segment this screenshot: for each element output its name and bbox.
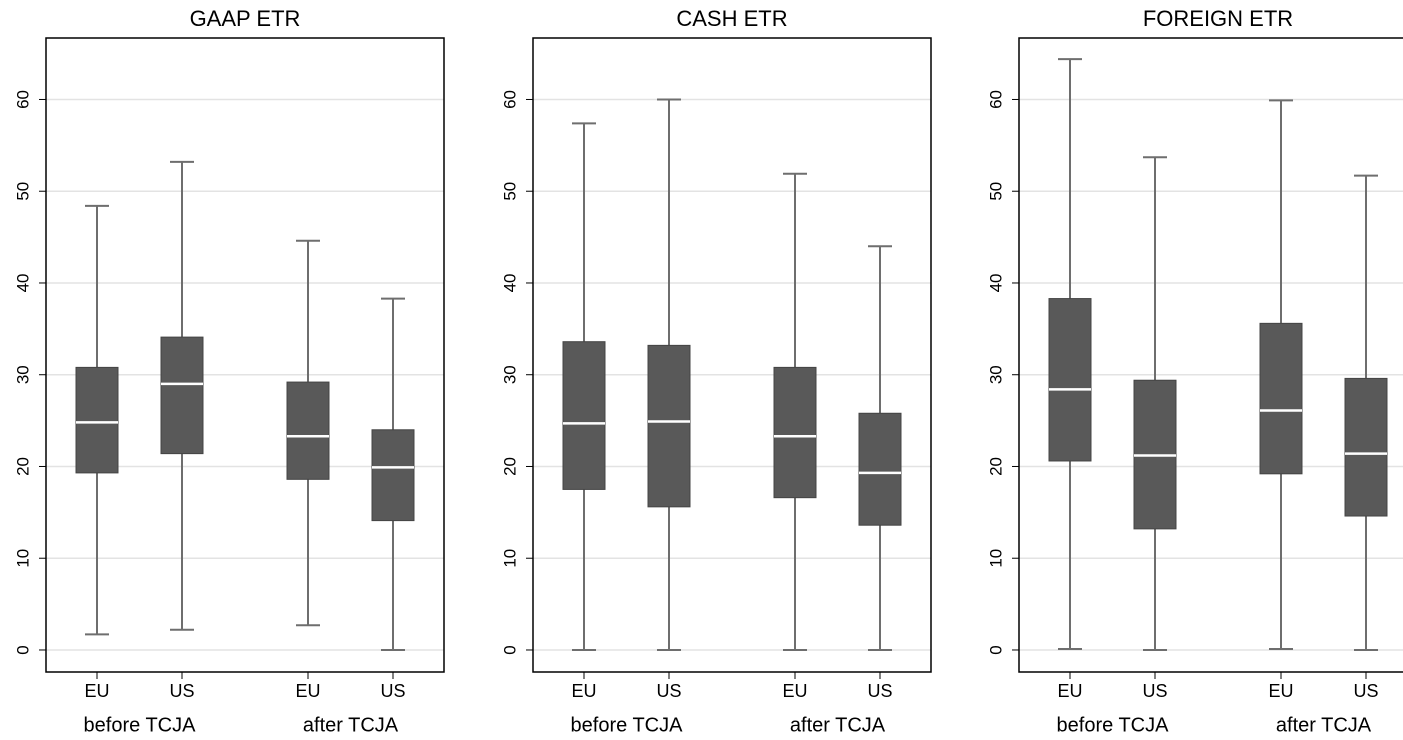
box [160, 336, 204, 455]
box [371, 429, 415, 522]
y-tick-label: 50 [500, 182, 519, 201]
x-tick-label: EU [1268, 681, 1293, 701]
box [286, 381, 330, 480]
x-tick-label: US [169, 681, 194, 701]
y-tick-label: 50 [13, 182, 32, 201]
panel-title: GAAP ETR [190, 6, 301, 31]
x-tick-label: EU [571, 681, 596, 701]
group-label: before TCJA [84, 714, 197, 736]
x-tick-label: EU [1057, 681, 1082, 701]
y-tick-label: 0 [986, 645, 1005, 654]
y-tick-label: 20 [13, 457, 32, 476]
y-tick-label: 10 [13, 549, 32, 568]
y-tick-label: 0 [13, 645, 32, 654]
panel-title: FOREIGN ETR [1143, 6, 1293, 31]
plot-frame [45, 37, 445, 673]
y-tick-label: 30 [13, 365, 32, 384]
y-tick-label: 10 [986, 549, 1005, 568]
box [647, 344, 691, 508]
y-tick-label: 60 [13, 90, 32, 109]
panel-title: CASH ETR [676, 6, 787, 31]
x-tick-label: EU [295, 681, 320, 701]
box [1259, 322, 1303, 475]
y-tick-label: 40 [500, 274, 519, 293]
y-tick-label: 20 [986, 457, 1005, 476]
box [773, 366, 817, 499]
group-label: after TCJA [303, 714, 399, 736]
box [1344, 377, 1388, 517]
box [75, 366, 119, 474]
box [562, 341, 606, 490]
y-tick-label: 0 [500, 645, 519, 654]
x-tick-label: US [867, 681, 892, 701]
x-tick-label: US [656, 681, 681, 701]
y-tick-label: 60 [500, 90, 519, 109]
x-tick-label: US [380, 681, 405, 701]
x-tick-label: US [1142, 681, 1167, 701]
y-tick-label: 50 [986, 182, 1005, 201]
x-tick-label: EU [782, 681, 807, 701]
group-label: after TCJA [790, 714, 886, 736]
y-tick-label: 60 [986, 90, 1005, 109]
group-label: before TCJA [571, 714, 684, 736]
x-tick-label: US [1353, 681, 1378, 701]
plot-frame [532, 37, 932, 673]
group-label: after TCJA [1276, 714, 1372, 736]
y-tick-label: 30 [986, 365, 1005, 384]
box [1048, 298, 1092, 462]
x-tick-label: EU [84, 681, 109, 701]
box [858, 412, 902, 526]
y-tick-label: 10 [500, 549, 519, 568]
group-label: before TCJA [1057, 714, 1170, 736]
plot-frame [1018, 37, 1403, 673]
y-tick-label: 40 [986, 274, 1005, 293]
y-tick-label: 20 [500, 457, 519, 476]
y-tick-label: 40 [13, 274, 32, 293]
y-tick-label: 30 [500, 365, 519, 384]
